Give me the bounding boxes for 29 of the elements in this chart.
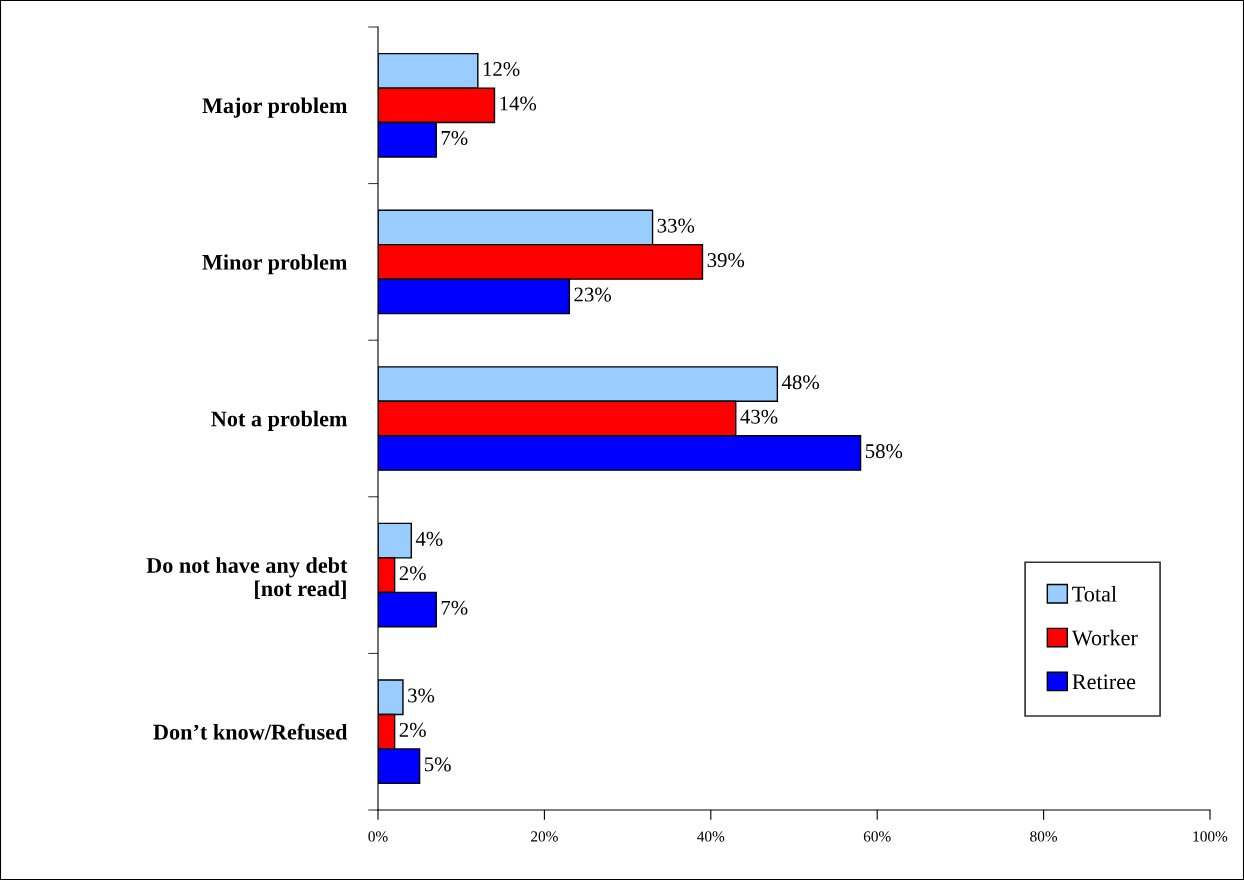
data-label: 5% (424, 757, 451, 772)
data-label: 23% (574, 287, 611, 302)
y-tick-label: Do not have any debt [not read] (146, 557, 348, 599)
x-tick-label: 20% (531, 831, 558, 842)
data-label: 7% (441, 600, 468, 615)
data-label: 39% (707, 253, 745, 268)
legend-label: Total (1072, 585, 1117, 602)
x-tick-label: 0% (368, 831, 388, 842)
y-tick-label: Major problem (202, 97, 348, 118)
data-label: 3% (408, 688, 435, 703)
y-tick-label: Don’t know/Refused (153, 723, 348, 740)
x-tick-label: 60% (863, 831, 891, 842)
y-tick-label: Minor problem (202, 254, 348, 275)
data-label: 48% (781, 375, 819, 390)
data-label: 7% (441, 130, 468, 146)
data-label: 12% (483, 62, 520, 77)
data-label: 14% (500, 96, 537, 111)
data-label: 33% (657, 218, 695, 233)
data-label: 2% (399, 722, 426, 737)
data-label: 2% (399, 566, 426, 581)
legend-label: Worker (1071, 629, 1138, 646)
legend-label: Retiree (1072, 674, 1136, 690)
data-label: 43% (740, 409, 778, 424)
data-label: 58% (865, 444, 903, 459)
x-tick-label: 80% (1030, 831, 1058, 842)
data-label: 4% (415, 531, 443, 546)
y-tick-label: Not a problem (211, 410, 348, 431)
x-tick-label: 40% (697, 831, 725, 842)
x-tick-label: 100% (1193, 831, 1228, 842)
